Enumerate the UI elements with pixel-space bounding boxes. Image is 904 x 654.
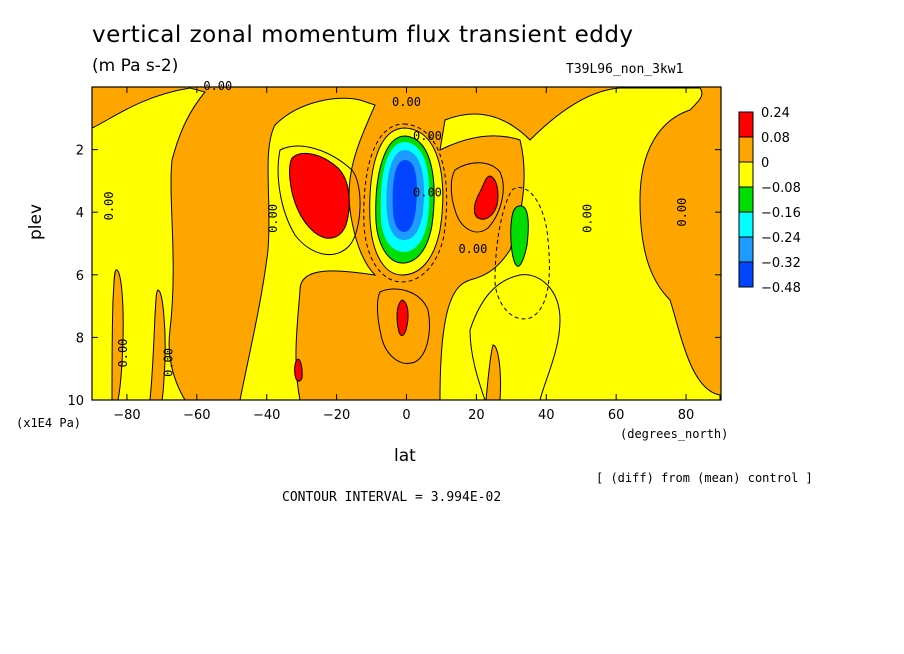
- contour-labels: 0.00 0.00 0.00 0.00 0.00 0.00 0.00 0.00 0.00 0.00…: [102, 79, 689, 377]
- fill-orange-strip3: [485, 344, 501, 400]
- x-tick-label: −20: [323, 408, 350, 423]
- fill-red-small: [294, 358, 303, 382]
- y-tick-label: 4: [76, 206, 84, 221]
- y-axis: 2 4 6 8 10: [67, 144, 721, 409]
- fill-green-north: [510, 205, 529, 267]
- legend-swatch: [738, 111, 754, 138]
- legend-label: −0.24: [761, 231, 801, 246]
- run-id: T39L96_non_3kw1: [566, 62, 684, 77]
- legend-swatch: [738, 186, 754, 213]
- chart-title: vertical zonal momentum flux transient e…: [92, 22, 634, 48]
- legend-label: −0.48: [761, 281, 801, 296]
- y-tick-label: 8: [76, 331, 84, 346]
- legend-swatch: [738, 161, 754, 188]
- x-axis-units: (degrees_north): [620, 427, 729, 441]
- legend-swatch: [738, 236, 754, 263]
- fill-red-south: [289, 152, 350, 239]
- contour-dashed-eq: [363, 123, 448, 283]
- y-tick-label: 10: [67, 394, 84, 409]
- x-tick-label: 20: [468, 408, 485, 423]
- contour-label: 0.00: [392, 95, 421, 109]
- y-tick-label: 6: [76, 269, 84, 284]
- contour-label: 0.00: [413, 186, 442, 200]
- x-tick-label: 0: [402, 408, 410, 423]
- contour-label: 0.00: [266, 204, 280, 233]
- x-tick-label: 40: [538, 408, 555, 423]
- x-tick-label: 60: [608, 408, 625, 423]
- contour-dashed-north: [494, 187, 550, 320]
- contour-line-c: [450, 162, 504, 233]
- legend-label: 0.24: [761, 106, 790, 121]
- contour-label: 0.00: [102, 191, 116, 220]
- contour-label: 0.00: [458, 242, 487, 256]
- x-tick-label: −60: [183, 408, 210, 423]
- fill-red-low: [396, 299, 409, 337]
- legend-swatch: [738, 211, 754, 238]
- difference-note: [ (diff) from (mean) control ]: [596, 471, 813, 485]
- x-axis-label: lat: [394, 446, 416, 466]
- legend-swatch: [738, 261, 754, 288]
- color-legend: 0.24 0.08 0 −0.08 −0.16 −0.24 −0.32 −0.48: [738, 106, 801, 296]
- x-tick-label: 80: [678, 408, 695, 423]
- contour-label: 0.00: [203, 79, 232, 93]
- contour-line-b: [377, 288, 430, 364]
- contour-fill: [92, 87, 721, 400]
- legend-label: −0.08: [761, 181, 801, 196]
- legend-label: −0.16: [761, 206, 801, 221]
- x-axis: −80 −60 −40 −20 0 20 40 60 80: [113, 87, 694, 423]
- legend-swatch: [738, 136, 754, 163]
- y-axis-units: (x1E4 Pa): [16, 416, 82, 430]
- contour-label: 0.00: [161, 348, 175, 377]
- fill-blue-eq: [392, 160, 417, 232]
- chart-units: (m Pa s-2): [92, 56, 179, 76]
- contour-label: 0.00: [675, 198, 689, 227]
- fill-red-north: [473, 175, 499, 220]
- contour-interval: CONTOUR INTERVAL = 3.994E-02: [282, 490, 502, 505]
- legend-label: 0: [761, 156, 769, 171]
- legend-label: 0.08: [761, 131, 790, 146]
- contour-line-a: [277, 145, 361, 255]
- contour-label: 0.00: [413, 129, 442, 143]
- legend-label: −0.32: [761, 256, 801, 271]
- x-tick-label: −40: [253, 408, 280, 423]
- x-tick-label: −80: [113, 408, 140, 423]
- contour-label: 0.00: [116, 339, 130, 368]
- fill-orange-strip2: [149, 289, 166, 400]
- y-tick-label: 2: [76, 144, 84, 159]
- contour-label: 0.00: [581, 204, 595, 233]
